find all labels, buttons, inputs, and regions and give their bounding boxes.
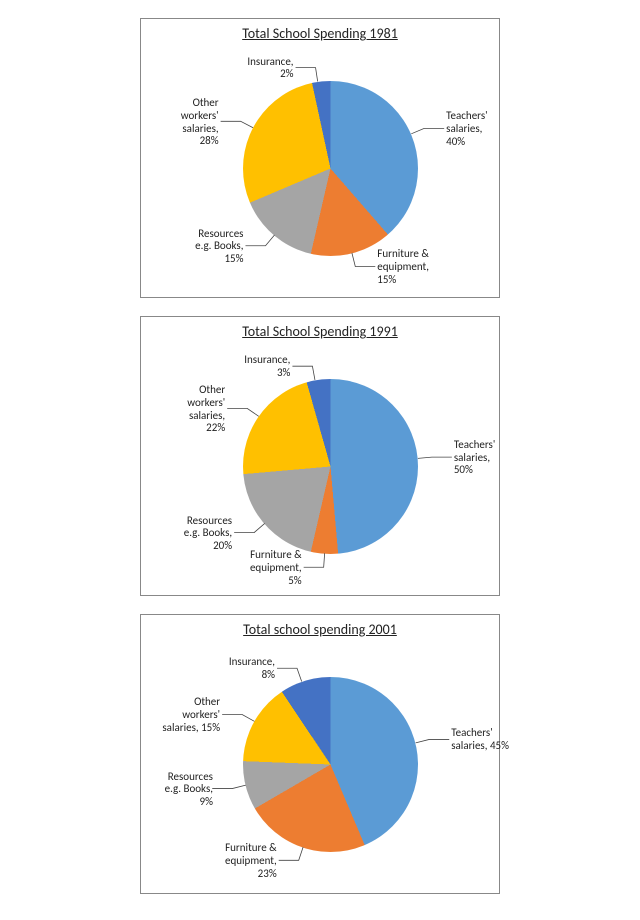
pie-area: Teachers'salaries,50% Furniture &equipmen…	[141, 340, 499, 592]
slice-label: Insurance,2%	[224, 56, 294, 81]
slice-label: Insurance,8%	[205, 656, 275, 681]
slice-label: Insurance,3%	[220, 354, 290, 379]
chart-3: Total school spending 2001Teachers'salar…	[140, 614, 500, 894]
slice-label: Otherworkers'salaries, 15%	[150, 696, 220, 734]
slice-label: Furniture &equipment,5%	[232, 549, 302, 587]
slice-label: Resourcese.g. Books,15%	[173, 228, 243, 266]
pie-area: Teachers'salaries,40% Furniture &equipmen…	[141, 42, 499, 294]
slice-label: Otherworkers'salaries,28%	[149, 97, 219, 148]
chart-1: Total School Spending 1981Teachers'salar…	[140, 18, 500, 298]
slice-label: Teachers'salaries,50%	[454, 439, 495, 477]
slice-label: Furniture &equipment,15%	[377, 248, 429, 286]
pie	[243, 677, 418, 852]
chart-title: Total School Spending 1981	[141, 25, 499, 42]
pie	[243, 81, 418, 256]
slice-label: Otherworkers'salaries,22%	[155, 384, 225, 435]
pie	[243, 379, 418, 554]
chart-title: Total school spending 2001	[141, 621, 499, 638]
slice-label: Resourcese.g. Books,9%	[143, 771, 213, 809]
chart-title: Total School Spending 1991	[141, 323, 499, 340]
slice-label: Resourcese.g. Books,20%	[162, 515, 232, 553]
slice-label: Teachers'salaries,40%	[446, 110, 487, 148]
pie-area: Teachers'salaries, 45%Furniture &equipme…	[141, 638, 499, 890]
chart-2: Total School Spending 1991Teachers'salar…	[140, 316, 500, 596]
slice-label: Teachers'salaries, 45%	[451, 727, 509, 752]
slice-label: Furniture &equipment,23%	[207, 842, 277, 880]
